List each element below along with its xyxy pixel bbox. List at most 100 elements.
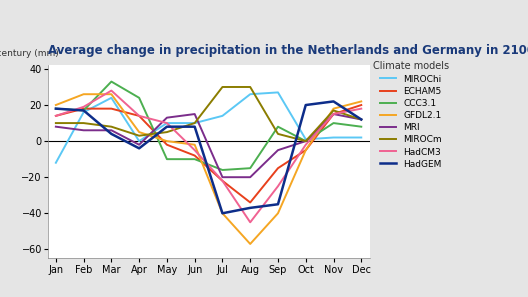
HadCM3 xyxy=(136,114,143,118)
CCC3.1 xyxy=(53,107,59,110)
MRI xyxy=(358,118,364,121)
MRI xyxy=(247,176,253,179)
CCC3.1 xyxy=(108,80,115,83)
GFDL2.1 xyxy=(53,103,59,107)
MIROCm xyxy=(275,132,281,136)
HadGEM xyxy=(247,206,253,210)
HadGEM xyxy=(192,125,198,129)
HadCM3 xyxy=(358,107,364,110)
MIROCm xyxy=(303,139,309,143)
GFDL2.1 xyxy=(358,99,364,103)
Line: HadCM3: HadCM3 xyxy=(56,91,361,222)
GFDL2.1 xyxy=(331,107,337,110)
Line: MIROChi: MIROChi xyxy=(56,92,361,163)
ECHAM5 xyxy=(275,166,281,170)
Line: ECHAM5: ECHAM5 xyxy=(56,105,361,203)
ECHAM5 xyxy=(331,112,337,116)
Text: Average change in precipitation in the Netherlands and Germany in 2100: Average change in precipitation in the N… xyxy=(48,44,528,57)
HadCM3 xyxy=(303,143,309,146)
MRI xyxy=(331,112,337,116)
HadCM3 xyxy=(275,184,281,188)
MIROCm xyxy=(164,130,170,134)
HadCM3 xyxy=(331,112,337,116)
MIROChi xyxy=(275,91,281,94)
HadCM3 xyxy=(164,121,170,125)
Line: HadGEM: HadGEM xyxy=(56,101,361,213)
CCC3.1 xyxy=(164,157,170,161)
GFDL2.1 xyxy=(247,242,253,246)
MRI xyxy=(108,129,115,132)
GFDL2.1 xyxy=(108,92,115,96)
MIROCm xyxy=(331,109,337,112)
CCC3.1 xyxy=(192,157,198,161)
CCC3.1 xyxy=(136,96,143,99)
ECHAM5 xyxy=(247,201,253,204)
ECHAM5 xyxy=(136,114,143,118)
HadGEM xyxy=(108,132,115,136)
CCC3.1 xyxy=(275,125,281,129)
Text: Change relative to 20th century (mm): Change relative to 20th century (mm) xyxy=(0,49,59,58)
GFDL2.1 xyxy=(303,148,309,152)
CCC3.1 xyxy=(303,139,309,143)
MIROChi xyxy=(192,121,198,125)
ECHAM5 xyxy=(80,107,87,110)
ECHAM5 xyxy=(219,179,225,183)
MRI xyxy=(53,125,59,129)
ECHAM5 xyxy=(108,107,115,110)
ECHAM5 xyxy=(164,143,170,146)
MIROChi xyxy=(303,138,309,141)
MIROChi xyxy=(358,136,364,139)
HadCM3 xyxy=(80,105,87,109)
ECHAM5 xyxy=(358,103,364,107)
Line: MIROCm: MIROCm xyxy=(56,87,361,141)
HadGEM xyxy=(80,109,87,112)
Line: GFDL2.1: GFDL2.1 xyxy=(56,94,361,244)
GFDL2.1 xyxy=(219,211,225,215)
HadGEM xyxy=(331,99,337,103)
GFDL2.1 xyxy=(164,139,170,143)
ECHAM5 xyxy=(53,114,59,118)
Legend: MIROChi, ECHAM5, CCC3.1, GFDL2.1, MRI, MIROCm, HadCM3, HadGEM: MIROChi, ECHAM5, CCC3.1, GFDL2.1, MRI, M… xyxy=(373,61,449,169)
MRI xyxy=(219,176,225,179)
CCC3.1 xyxy=(331,121,337,125)
MIROChi xyxy=(108,96,115,99)
HadGEM xyxy=(136,146,143,150)
CCC3.1 xyxy=(247,166,253,170)
CCC3.1 xyxy=(80,109,87,112)
HadCM3 xyxy=(192,148,198,152)
GFDL2.1 xyxy=(136,130,143,134)
MIROCm xyxy=(136,134,143,138)
MIROCm xyxy=(192,121,198,125)
MIROChi xyxy=(53,161,59,165)
ECHAM5 xyxy=(303,148,309,152)
MRI xyxy=(192,112,198,116)
Line: CCC3.1: CCC3.1 xyxy=(56,82,361,170)
MIROCm xyxy=(358,118,364,121)
MIROCm xyxy=(80,121,87,125)
MRI xyxy=(164,116,170,119)
MIROCm xyxy=(53,121,59,125)
CCC3.1 xyxy=(219,168,225,172)
HadCM3 xyxy=(108,89,115,92)
MIROCm xyxy=(219,85,225,89)
HadCM3 xyxy=(219,179,225,183)
HadCM3 xyxy=(53,114,59,118)
HadGEM xyxy=(53,107,59,110)
GFDL2.1 xyxy=(192,143,198,146)
MIROChi xyxy=(331,136,337,139)
MIROChi xyxy=(219,114,225,118)
ECHAM5 xyxy=(192,154,198,157)
MRI xyxy=(136,143,143,146)
HadGEM xyxy=(275,203,281,206)
MIROChi xyxy=(164,121,170,125)
MRI xyxy=(303,139,309,143)
HadGEM xyxy=(358,118,364,121)
HadGEM xyxy=(164,125,170,129)
HadCM3 xyxy=(247,221,253,224)
GFDL2.1 xyxy=(275,211,281,215)
HadGEM xyxy=(219,211,225,215)
Line: MRI: MRI xyxy=(56,114,361,177)
CCC3.1 xyxy=(358,125,364,129)
MIROCm xyxy=(247,85,253,89)
MRI xyxy=(80,129,87,132)
